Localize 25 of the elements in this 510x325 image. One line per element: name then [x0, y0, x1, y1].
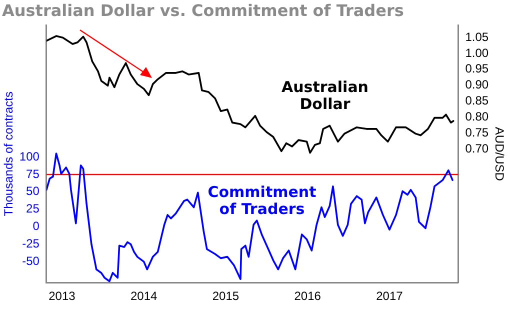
y-tick-label: -25 [22, 236, 40, 251]
y2-tick-label: 0.75 [465, 125, 489, 140]
y2-tick-label: 1.05 [465, 30, 489, 44]
y2-tick-label: 0.80 [465, 109, 489, 124]
x-tick-label: 2013 [48, 289, 76, 304]
x-tick-label: 2014 [130, 289, 158, 304]
series-label: Commitment of Traders [208, 182, 316, 218]
series-label: Australian Dollar [282, 78, 368, 113]
y-tick-label: 50 [26, 184, 40, 198]
y2-tick-label: 0.85 [465, 94, 489, 108]
y2-tick-label: 0.90 [465, 78, 489, 92]
y-tick-label: -50 [22, 254, 40, 268]
y-tick-label: 100 [19, 149, 40, 164]
y-tick-label: 75 [26, 166, 40, 181]
y2-tick-label: 0.70 [465, 141, 489, 156]
y2-axis-title: AUD/USD [492, 126, 506, 182]
y-tick-label: 0 [32, 219, 40, 234]
x-tick-label: 2015 [212, 289, 240, 304]
x-tick-label: 2017 [376, 289, 404, 304]
x-tick-label: 2016 [294, 289, 322, 304]
y2-tick-label: 0.95 [465, 62, 489, 76]
y2-tick-label: 1.00 [465, 46, 489, 60]
y-axis-title: Thousands of contracts [2, 92, 16, 216]
y-tick-label: 25 [26, 202, 40, 216]
chart-title: Australian Dollar vs. Commitment of Traders [2, 0, 404, 20]
